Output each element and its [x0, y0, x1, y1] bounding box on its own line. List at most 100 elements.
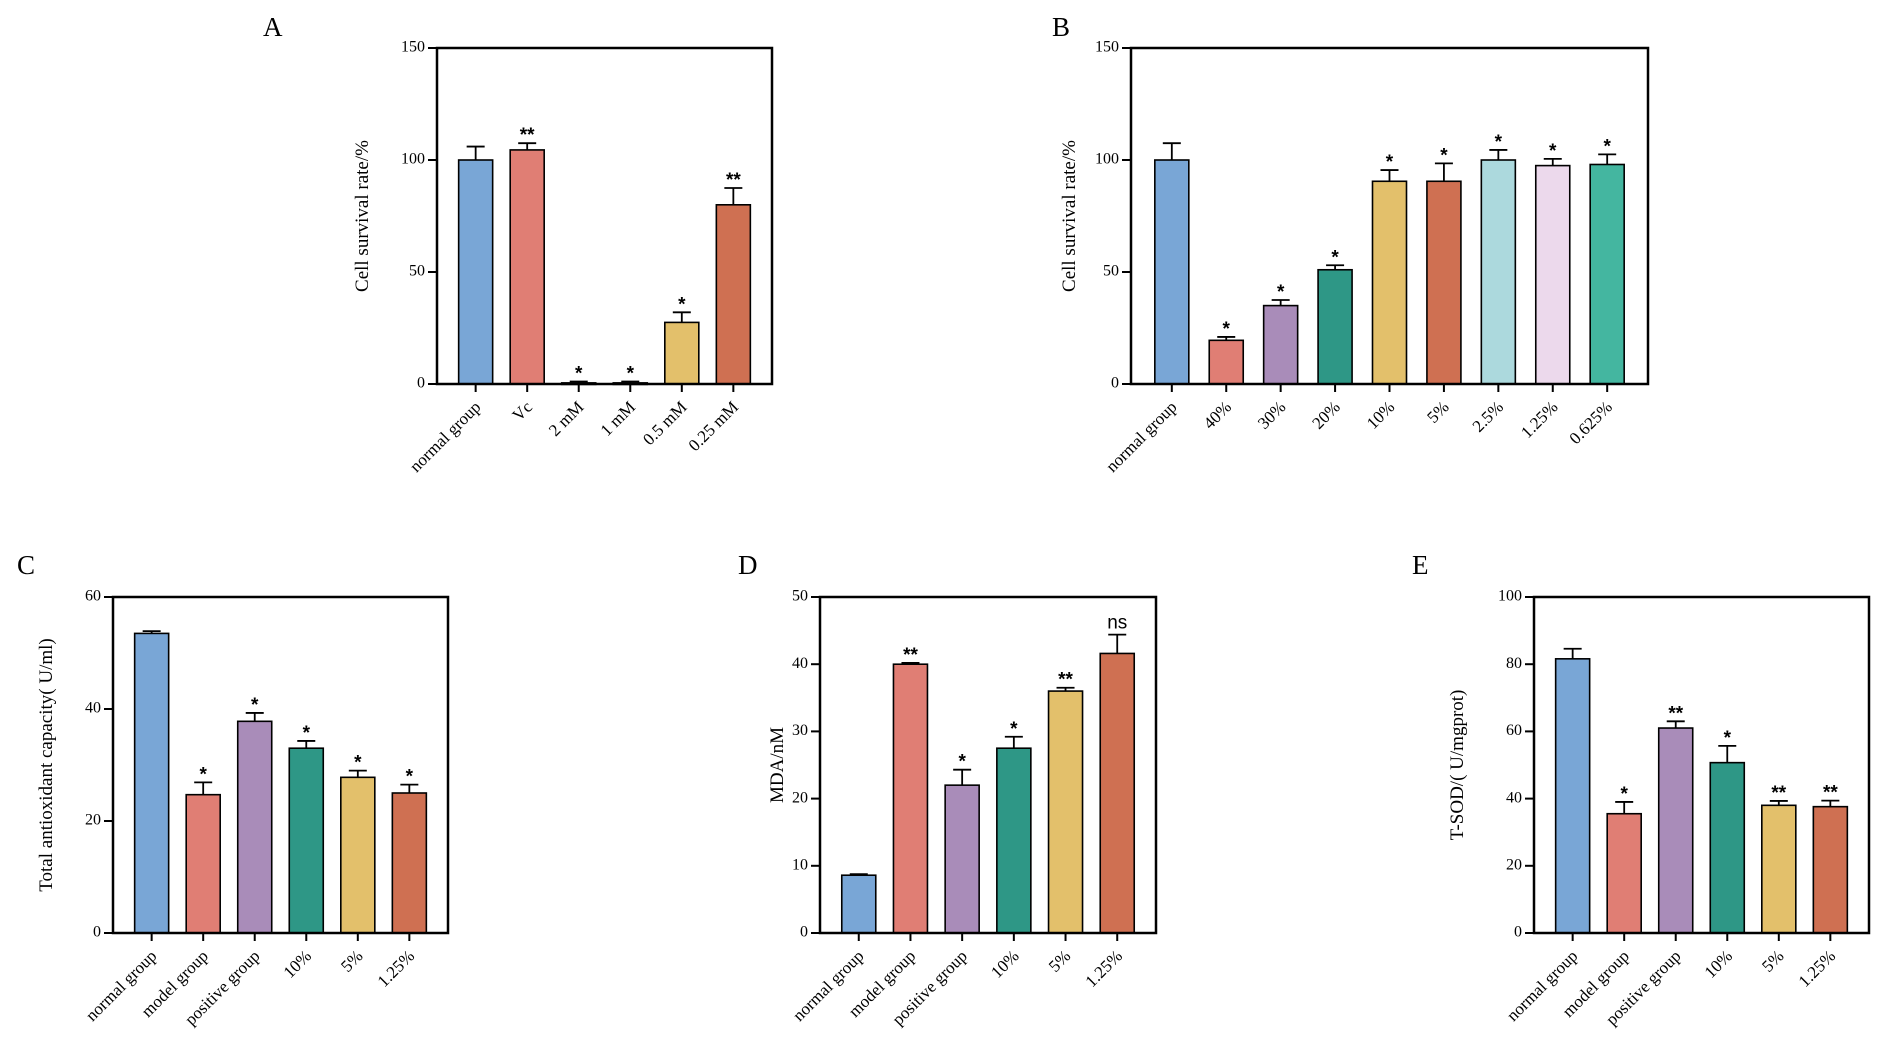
significance-label: *	[1620, 784, 1628, 805]
bar	[1208, 339, 1245, 385]
x-tick-label: 2 mM	[545, 397, 587, 439]
x-tick-label: 0.625%	[1566, 397, 1617, 448]
y-axis-label: Cell survival rate/%	[1059, 140, 1080, 292]
bar	[1426, 180, 1462, 385]
error-bar	[1434, 162, 1453, 182]
y-tick-label: 10	[792, 856, 808, 873]
y-tick-label: 100	[1095, 151, 1119, 168]
y-tick-label: 50	[792, 588, 808, 605]
y-tick-label: 50	[409, 263, 425, 280]
x-tick-label: 5%	[337, 946, 366, 975]
y-tick-label: 30	[792, 722, 808, 739]
bar	[1317, 268, 1353, 385]
significance-label: *	[199, 764, 207, 785]
x-tick-label: 5%	[1423, 397, 1452, 426]
y-tick-label: 20	[792, 789, 808, 806]
x-tick-label: 30%	[1254, 397, 1289, 432]
y-axis-label: MDA/nM	[767, 727, 788, 803]
error-bar	[569, 380, 588, 383]
error-bar	[1489, 149, 1508, 160]
bar	[457, 159, 494, 385]
bar	[340, 776, 376, 934]
y-tick-label: 40	[1506, 789, 1522, 806]
error-bar	[849, 873, 868, 876]
significance-label: *	[406, 767, 414, 788]
bar	[1371, 180, 1408, 385]
error-bar	[1563, 647, 1582, 659]
error-bar	[194, 781, 213, 795]
significance-label: *	[1603, 136, 1611, 157]
significance-label: **	[903, 645, 918, 666]
error-bar	[1056, 686, 1075, 692]
bar	[1262, 304, 1299, 385]
y-axis-label: T-SOD/( U/mgprot)	[1447, 690, 1468, 841]
x-tick-label: 10%	[1701, 946, 1736, 981]
significance-label: *	[1495, 132, 1503, 153]
y-axis-label: Total antioxidant capacity( U/ml)	[36, 638, 57, 892]
significance-label: *	[1549, 141, 1557, 162]
significance-label: *	[1223, 319, 1231, 340]
y-tick-label: 60	[85, 588, 101, 605]
x-tick-label: 2.5%	[1469, 397, 1507, 435]
error-bar	[1004, 735, 1023, 749]
plot-frame	[1129, 46, 1650, 386]
error-bar	[672, 311, 691, 323]
significance-label: ns	[1107, 613, 1127, 634]
x-tick-label: 5%	[1758, 946, 1787, 975]
error-bar	[1326, 264, 1345, 270]
x-tick-label: 1.25%	[1795, 946, 1839, 990]
error-bar	[1769, 800, 1788, 806]
error-bar	[1666, 720, 1685, 729]
y-tick-label: 0	[1111, 375, 1119, 392]
bar	[1606, 812, 1642, 934]
bar	[1154, 159, 1190, 385]
bar	[892, 663, 929, 934]
panel-label: A	[263, 12, 283, 42]
error-bar	[724, 187, 743, 205]
y-tick-label: 40	[85, 700, 101, 717]
bar	[288, 747, 325, 934]
y-tick-label: 20	[1506, 856, 1522, 873]
y-tick-label: 150	[1095, 39, 1119, 56]
x-tick-label: 20%	[1308, 397, 1343, 432]
significance-label: **	[1823, 783, 1838, 804]
panel-label: C	[17, 550, 35, 580]
bar	[996, 747, 1032, 934]
significance-label: *	[303, 723, 311, 744]
significance-label: *	[627, 364, 635, 385]
significance-label: **	[1058, 670, 1073, 691]
x-tick-label: 10%	[280, 946, 315, 981]
error-bar	[245, 712, 264, 722]
x-tick-label: normal group	[406, 397, 485, 476]
x-tick-label: 10%	[987, 946, 1022, 981]
y-tick-label: 0	[417, 375, 425, 392]
significance-label: *	[251, 695, 259, 716]
x-tick-label: 1 mM	[597, 397, 639, 439]
x-tick-label: normal group	[1102, 397, 1181, 476]
bar	[1812, 805, 1849, 934]
y-tick-label: 0	[1514, 924, 1522, 941]
error-bar	[1217, 336, 1236, 341]
error-bar	[901, 661, 920, 665]
significance-label: *	[1440, 145, 1448, 166]
y-tick-label: 20	[85, 812, 101, 829]
y-tick-label: 100	[1498, 588, 1522, 605]
bar	[840, 874, 877, 934]
y-tick-label: 80	[1506, 655, 1522, 672]
error-bar	[1615, 801, 1634, 814]
panel-e-chart: ET-SOD/( U/mgprot)normal group*model gro…	[1412, 550, 1871, 1029]
significance-label: **	[726, 170, 741, 191]
error-bar	[400, 783, 419, 793]
y-axis-label: Cell survival rate/%	[352, 140, 373, 292]
panel-label: E	[1412, 550, 1429, 580]
significance-label: **	[1771, 783, 1786, 804]
error-bar	[518, 142, 537, 150]
y-tick-label: 150	[401, 39, 425, 56]
significance-label: *	[1386, 152, 1394, 173]
panel-label: D	[738, 550, 758, 580]
plot-frame	[1532, 595, 1871, 935]
panel-b-chart: B Cell survival rate/% normal group * 40% * 30…	[1052, 12, 1650, 476]
